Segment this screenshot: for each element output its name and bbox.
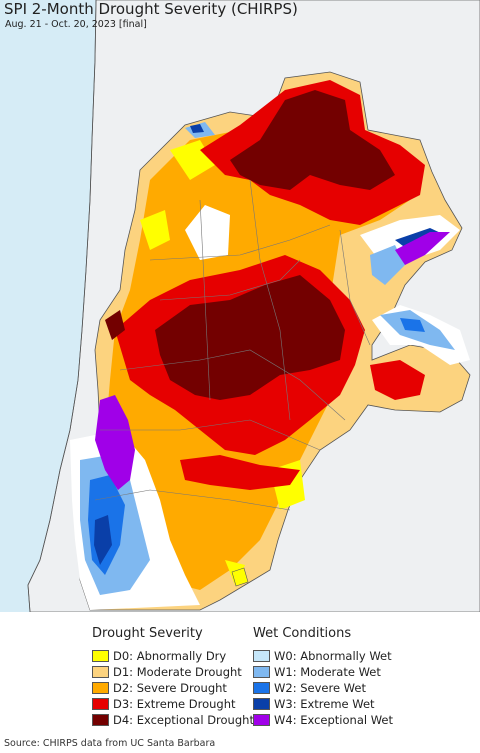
legend-item-w2: W2: Severe Wet: [253, 680, 393, 696]
top-w3-patch: [190, 124, 204, 133]
coast-line: [27, 0, 97, 612]
east-w2: [400, 318, 425, 332]
patagonia-w4: [95, 395, 135, 490]
swatch-w4: [253, 714, 270, 726]
drought-legend: Drought Severity D0: Abnormally Dry D1: …: [92, 626, 254, 728]
swatch-d2: [92, 682, 109, 694]
legend-label-w2: W2: Severe Wet: [274, 681, 366, 695]
wet-legend-heading: Wet Conditions: [253, 626, 352, 641]
map-subtitle: Aug. 21 - Oct. 20, 2023 [final]: [5, 19, 147, 30]
d3-east: [370, 360, 425, 400]
legend-item-w1: W1: Moderate Wet: [253, 664, 393, 680]
legend: Drought Severity D0: Abnormally Dry D1: …: [0, 612, 480, 734]
legend-item-d1: D1: Moderate Drought: [92, 664, 254, 680]
legend-item-w0: W0: Abnormally Wet: [253, 648, 393, 664]
south-island: [231, 567, 249, 587]
legend-item-w4: W4: Exceptional Wet: [253, 712, 393, 728]
title-block: SPI 2-Month Drought Severity (CHIRPS) Au…: [0, 0, 480, 32]
source-credit: Source: CHIRPS data from UC Santa Barbar…: [4, 738, 216, 749]
legend-label-w4: W4: Exceptional Wet: [274, 713, 393, 727]
footer: Source: CHIRPS data from UC Santa Barbar…: [0, 734, 480, 753]
province-borders: [94, 179, 371, 511]
legend-item-d3: D3: Extreme Drought: [92, 696, 254, 712]
swatch-d4: [92, 714, 109, 726]
d3-south-bands: [180, 455, 300, 490]
normal-area: [185, 205, 230, 260]
swatch-d0: [92, 650, 109, 662]
d0-patch-2: [140, 210, 170, 250]
d4-north: [230, 90, 395, 190]
legend-item-w3: W3: Extreme Wet: [253, 696, 393, 712]
north-w4: [395, 232, 450, 265]
drought-legend-heading: Drought Severity: [92, 626, 203, 641]
swatch-w0: [253, 650, 270, 662]
legend-label-w1: W1: Moderate Wet: [274, 665, 381, 679]
swatch-w3: [253, 698, 270, 710]
swatch-w2: [253, 682, 270, 694]
map-graphic: [27, 0, 480, 612]
north-w1: [370, 245, 405, 285]
swatch-d3: [92, 698, 109, 710]
legend-label-w0: W0: Abnormally Wet: [274, 649, 392, 663]
d4-central: [155, 275, 345, 400]
map-title: SPI 2-Month Drought Severity (CHIRPS): [4, 0, 298, 18]
legend-label-d0: D0: Abnormally Dry: [113, 649, 227, 663]
legend-item-d2: D2: Severe Drought: [92, 680, 254, 696]
wet-legend: Wet Conditions W0: Abnormally Wet W1: Mo…: [253, 626, 393, 728]
swatch-w1: [253, 666, 270, 678]
legend-item-d4: D4: Exceptional Drought: [92, 712, 254, 728]
d4-west-strip: [105, 310, 125, 340]
legend-label-d2: D2: Severe Drought: [113, 681, 227, 695]
swatch-d1: [92, 666, 109, 678]
legend-label-d3: D3: Extreme Drought: [113, 697, 236, 711]
legend-label-w3: W3: Extreme Wet: [274, 697, 375, 711]
legend-label-d4: D4: Exceptional Drought: [113, 713, 254, 727]
legend-label-d1: D1: Moderate Drought: [113, 665, 242, 679]
drought-map: [0, 0, 480, 612]
patagonia-w3: [94, 515, 112, 565]
legend-item-d0: D0: Abnormally Dry: [92, 648, 254, 664]
